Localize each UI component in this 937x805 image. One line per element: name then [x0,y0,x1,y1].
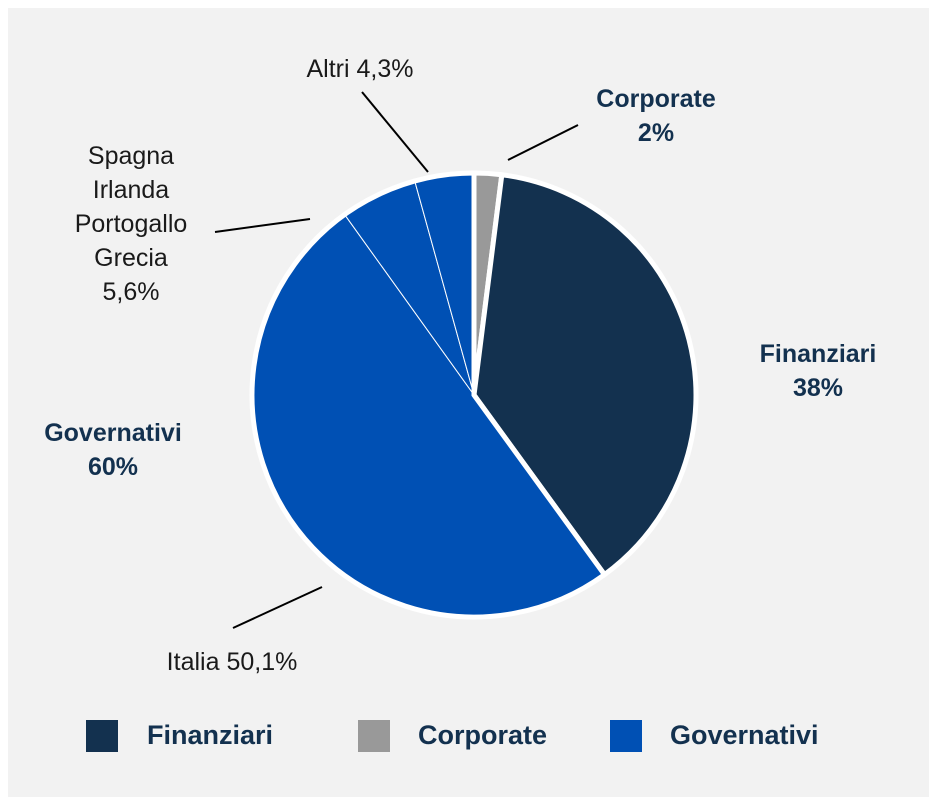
slice [471,171,699,579]
label-value: 50,1% [226,648,298,676]
label-value: 5,6% [102,278,160,306]
slice-label: Corporate 2% [556,82,756,150]
slice-label: Finanziari 38% [718,337,918,405]
legend-label: Governativi [670,720,819,750]
label-name: Altri [306,55,350,83]
slice-label: Governativi 60% [13,416,213,484]
leader-line [507,124,579,161]
leader-line [214,218,311,233]
legend-swatch [86,720,118,752]
slice-label: Italia 50,1% [122,645,342,679]
leader-line [361,91,429,173]
legend-label: Corporate [418,720,548,750]
label-name: Italia [166,648,220,676]
label-name: Finanziari [759,340,877,368]
slice-group [249,170,608,620]
slice-label: Spagna Irlanda Portogallo Grecia 5,6% [31,139,231,309]
label-name: Corporate [596,85,716,113]
label-value: 4,3% [356,55,414,83]
label-value: 60% [87,453,139,481]
legend-swatch [610,720,642,752]
legend-swatch [358,720,390,752]
legend-label: Finanziari [147,720,274,750]
label-value: 2% [637,119,675,147]
label-value: 38% [792,374,844,402]
leader-line [232,586,323,629]
label-name: Governativi [44,419,182,447]
label-name: Spagna Irlanda Portogallo Grecia [74,142,188,272]
slice-label: Altri 4,3% [270,52,450,86]
